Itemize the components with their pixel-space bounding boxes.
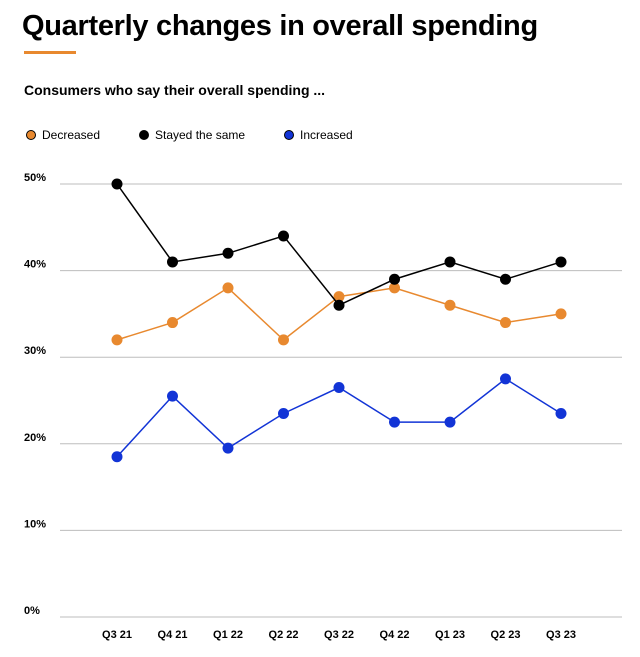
data-point-increased bbox=[278, 407, 289, 419]
data-point-decreased bbox=[167, 317, 178, 329]
data-point-decreased bbox=[222, 282, 234, 294]
data-point-increased bbox=[500, 373, 511, 385]
x-tick-label: Q3 22 bbox=[324, 629, 354, 641]
data-point-increased bbox=[333, 382, 345, 394]
x-tick-label: Q1 22 bbox=[213, 629, 243, 641]
legend-item-stayed-the-same: Stayed the same bbox=[139, 128, 245, 142]
data-point-stayed-the-same bbox=[444, 256, 456, 268]
data-point-decreased bbox=[389, 282, 400, 294]
data-point-increased bbox=[555, 407, 567, 419]
data-point-stayed-the-same bbox=[167, 256, 178, 268]
data-point-stayed-the-same bbox=[555, 256, 567, 268]
legend-swatch-decreased bbox=[26, 130, 36, 140]
data-point-decreased bbox=[444, 299, 456, 311]
series-line-stayed-the-same bbox=[116, 183, 562, 307]
legend-swatch-stayed-the-same bbox=[139, 130, 149, 140]
x-tick-label: Q2 22 bbox=[269, 629, 299, 641]
x-tick-label: Q3 23 bbox=[546, 629, 576, 641]
data-point-increased bbox=[444, 416, 456, 428]
data-point-decreased bbox=[278, 334, 289, 346]
chart-subtitle: Consumers who say their overall spending… bbox=[24, 82, 326, 98]
y-tick-label: 30% bbox=[24, 345, 46, 357]
y-tick-label: 40% bbox=[24, 259, 46, 271]
y-tick-label: 20% bbox=[24, 432, 46, 444]
x-tick-label: Q4 22 bbox=[380, 629, 410, 641]
chart-title: Quarterly changes in overall spending bbox=[22, 10, 538, 42]
legend-item-decreased: Decreased bbox=[26, 128, 100, 142]
data-point-increased bbox=[111, 451, 123, 463]
x-tick-label: Q4 21 bbox=[158, 629, 188, 641]
legend-label-stayed-the-same: Stayed the same bbox=[155, 128, 246, 142]
data-point-decreased bbox=[111, 334, 123, 346]
data-point-stayed-the-same bbox=[278, 230, 289, 242]
y-tick-label: 0% bbox=[24, 605, 40, 617]
x-tick-label: Q1 23 bbox=[435, 629, 465, 641]
data-point-decreased bbox=[500, 317, 511, 329]
data-point-increased bbox=[222, 442, 234, 454]
y-tick-label: 50% bbox=[24, 172, 46, 184]
legend-item-increased: Increased bbox=[284, 128, 353, 142]
legend-label-decreased: Decreased bbox=[42, 128, 101, 142]
data-point-increased bbox=[389, 416, 400, 428]
data-point-stayed-the-same bbox=[222, 247, 234, 259]
data-point-increased bbox=[167, 390, 178, 402]
legend-swatch-increased bbox=[284, 130, 294, 140]
data-point-stayed-the-same bbox=[389, 273, 400, 285]
data-point-stayed-the-same bbox=[111, 178, 123, 190]
legend: Decreased Stayed the same Increased bbox=[0, 128, 640, 146]
data-point-decreased bbox=[555, 308, 567, 320]
x-tick-label: Q3 21 bbox=[102, 629, 132, 641]
y-tick-label: 10% bbox=[24, 518, 46, 530]
x-tick-label: Q2 23 bbox=[491, 629, 521, 641]
data-point-stayed-the-same bbox=[333, 299, 345, 311]
title-accent-bar bbox=[24, 51, 76, 54]
data-point-stayed-the-same bbox=[500, 273, 511, 285]
legend-label-increased: Increased bbox=[300, 128, 353, 142]
data-point-decreased bbox=[333, 291, 345, 303]
